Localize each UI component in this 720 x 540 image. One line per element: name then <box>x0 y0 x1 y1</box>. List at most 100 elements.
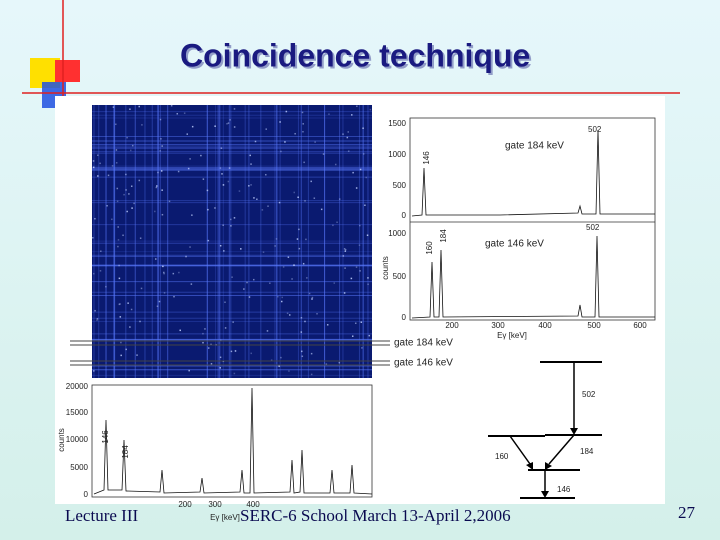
matrix-texture <box>364 204 366 207</box>
matrix-texture <box>119 303 121 305</box>
matrix-texture <box>139 237 142 239</box>
matrix-texture <box>188 369 190 372</box>
matrix-texture <box>277 295 279 298</box>
matrix-texture <box>311 298 313 300</box>
y-tick-label: 500 <box>393 272 407 281</box>
matrix-texture <box>185 255 187 258</box>
matrix-texture <box>111 218 113 221</box>
matrix-texture <box>214 207 216 209</box>
matrix-texture <box>176 112 179 115</box>
matrix-texture <box>303 161 305 164</box>
matrix-texture <box>359 270 361 272</box>
matrix-texture <box>130 185 133 187</box>
peak-label: 146 <box>422 151 431 165</box>
matrix-texture <box>122 234 124 237</box>
matrix-texture <box>320 208 323 211</box>
matrix-texture <box>219 356 222 359</box>
matrix-texture <box>123 193 125 196</box>
matrix-texture <box>230 350 233 353</box>
matrix-texture <box>226 123 228 125</box>
matrix-texture <box>220 339 222 342</box>
gated-spectra: 1500 1000 500 0 1000 500 0 counts gate 1… <box>381 117 656 340</box>
matrix-texture <box>125 173 127 176</box>
matrix-texture <box>161 213 164 216</box>
matrix-texture <box>154 210 156 213</box>
matrix-texture <box>115 162 118 164</box>
matrix-texture <box>270 359 273 362</box>
matrix-texture <box>286 312 289 315</box>
matrix-texture <box>233 126 236 128</box>
matrix-texture <box>96 319 98 322</box>
matrix-texture <box>129 326 131 328</box>
matrix-texture <box>301 350 303 353</box>
matrix-texture <box>233 108 236 110</box>
matrix-texture <box>347 131 349 133</box>
matrix-texture <box>130 308 133 311</box>
matrix-texture <box>170 105 173 107</box>
matrix-texture <box>159 150 161 152</box>
matrix-texture <box>301 355 304 358</box>
gate-label: gate 146 keV <box>485 239 544 250</box>
matrix-texture <box>306 277 308 279</box>
matrix-texture <box>133 202 135 205</box>
matrix-texture <box>156 305 159 308</box>
matrix-texture <box>204 328 206 330</box>
matrix-texture <box>310 352 313 355</box>
matrix-texture <box>138 105 140 108</box>
x-tick-label: 300 <box>208 500 222 509</box>
matrix-texture <box>219 167 222 169</box>
matrix-texture <box>224 327 227 329</box>
matrix-texture <box>347 150 350 152</box>
matrix-texture <box>207 347 210 349</box>
matrix-texture <box>94 217 96 220</box>
matrix-texture <box>129 108 131 110</box>
matrix-texture <box>344 267 346 269</box>
footer-center: SERC-6 School March 13-April 2,2006 <box>240 506 511 525</box>
matrix-texture <box>158 300 161 303</box>
x-tick-label: 500 <box>587 321 601 330</box>
matrix-texture <box>297 196 299 199</box>
matrix-texture <box>250 352 252 355</box>
matrix-texture <box>200 154 202 157</box>
matrix-texture <box>343 292 346 294</box>
x-tick-label: 600 <box>633 321 647 330</box>
peak-label: 502 <box>588 125 602 134</box>
matrix-texture <box>262 251 265 253</box>
matrix-texture <box>300 331 303 333</box>
matrix-texture <box>333 282 336 284</box>
matrix-texture <box>97 175 99 177</box>
matrix-texture <box>186 133 189 135</box>
matrix-texture <box>159 118 162 121</box>
matrix-texture <box>161 145 163 147</box>
x-tick-label: 400 <box>246 500 260 509</box>
transition-label: 502 <box>582 390 596 399</box>
matrix-texture <box>222 184 225 186</box>
matrix-texture <box>202 178 205 180</box>
x-tick-label: 400 <box>538 321 552 330</box>
matrix-texture <box>342 255 345 257</box>
matrix-texture <box>118 264 120 267</box>
matrix-texture <box>265 173 267 176</box>
matrix-texture <box>190 283 193 285</box>
matrix-texture <box>326 324 329 326</box>
matrix-texture <box>300 317 303 319</box>
matrix-texture <box>227 122 230 124</box>
matrix-texture <box>366 234 369 237</box>
matrix-texture <box>246 281 248 284</box>
matrix-texture <box>243 288 245 290</box>
peak-label: 184 <box>121 445 130 459</box>
matrix-texture <box>179 329 181 332</box>
y-tick-label: 5000 <box>70 463 88 472</box>
transition-label: 184 <box>580 447 594 456</box>
matrix-texture <box>284 141 286 143</box>
matrix-texture <box>156 185 158 187</box>
matrix-texture <box>230 225 232 227</box>
matrix-texture <box>265 128 267 130</box>
matrix-texture <box>282 266 285 268</box>
transition-label: 160 <box>495 452 509 461</box>
matrix-texture <box>141 124 143 126</box>
matrix-texture <box>189 158 191 160</box>
matrix-texture <box>269 282 271 284</box>
matrix-texture <box>126 136 128 139</box>
matrix-texture <box>116 200 119 203</box>
